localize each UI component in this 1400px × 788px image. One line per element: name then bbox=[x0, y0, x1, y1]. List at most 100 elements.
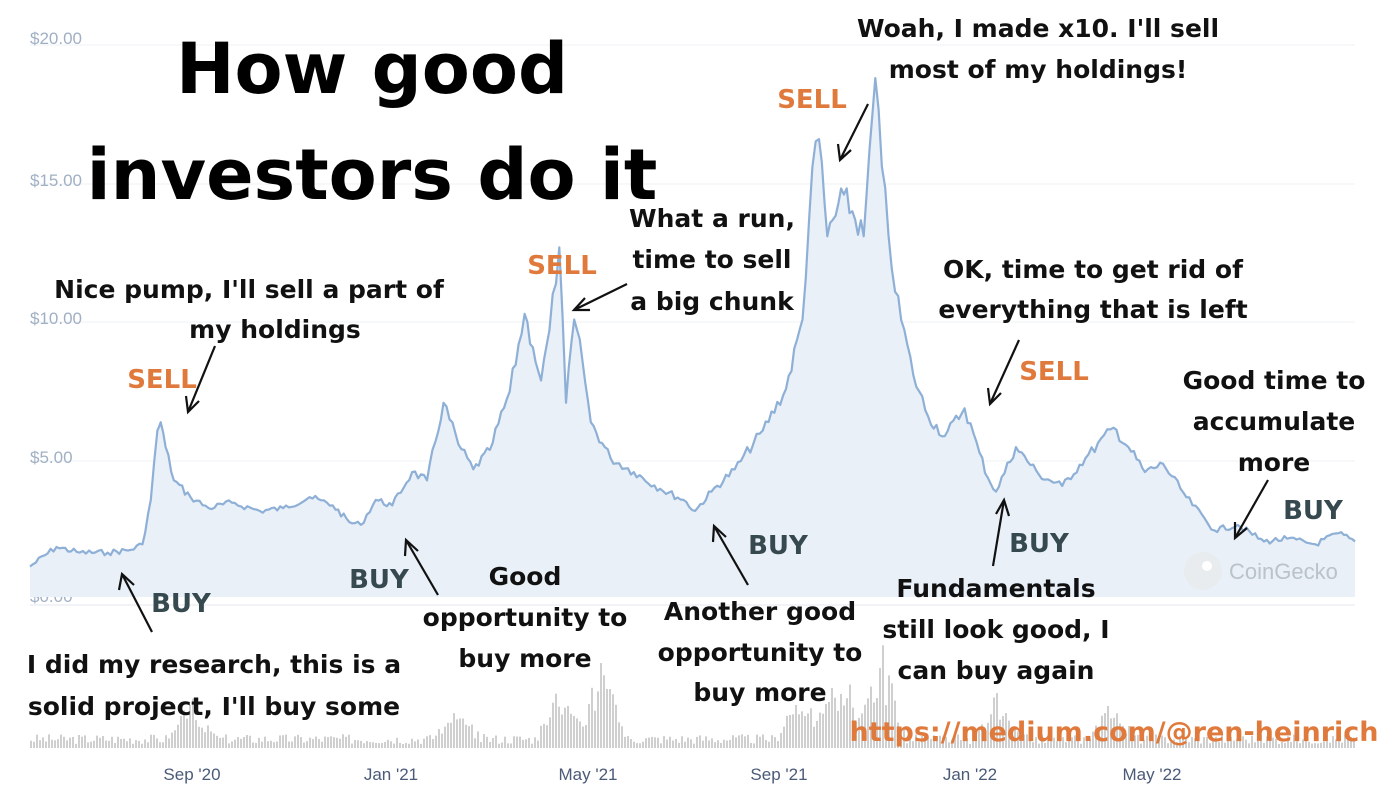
volume-bar bbox=[1320, 742, 1322, 748]
volume-bar bbox=[588, 704, 590, 748]
volume-bar bbox=[1239, 741, 1241, 748]
volume-bar bbox=[240, 738, 242, 748]
volume-bar bbox=[855, 721, 857, 748]
arrow bbox=[403, 537, 439, 596]
volume-bar bbox=[378, 743, 380, 748]
volume-bar bbox=[744, 736, 746, 748]
volume-bar bbox=[342, 734, 344, 748]
volume-bar bbox=[1038, 743, 1040, 748]
volume-bar bbox=[1059, 735, 1061, 748]
volume-bar bbox=[993, 697, 995, 748]
volume-bar bbox=[573, 715, 575, 748]
volume-bar bbox=[729, 739, 731, 748]
volume-bar bbox=[279, 735, 281, 748]
volume-bar bbox=[174, 730, 176, 748]
volume-bar bbox=[594, 710, 596, 748]
volume-bar bbox=[471, 724, 473, 748]
volume-bar bbox=[831, 687, 833, 748]
volume-bar bbox=[1353, 737, 1355, 748]
arrows bbox=[117, 103, 1269, 633]
volume-bar bbox=[219, 738, 221, 748]
volume-bar bbox=[1119, 723, 1121, 748]
volume-bar bbox=[1194, 738, 1196, 748]
volume-bar bbox=[231, 741, 233, 748]
volume-bar bbox=[288, 741, 290, 748]
volume-bar bbox=[480, 742, 482, 748]
volume-bar bbox=[1017, 731, 1019, 748]
volume-bar bbox=[1074, 735, 1076, 748]
volume-bar bbox=[606, 689, 608, 748]
volume-bar bbox=[1071, 737, 1073, 748]
volume-bar bbox=[1218, 741, 1220, 748]
volume-bar bbox=[816, 720, 818, 748]
volume-bar bbox=[1185, 738, 1187, 748]
volume-bar bbox=[153, 734, 155, 748]
volume-bar bbox=[483, 734, 485, 748]
volume-bar bbox=[951, 739, 953, 748]
coingecko-watermark: CoinGecko bbox=[1184, 552, 1338, 590]
volume-bar bbox=[33, 741, 35, 748]
volume-bar bbox=[1011, 730, 1013, 748]
volume-bar bbox=[1284, 742, 1286, 748]
volume-bar bbox=[687, 737, 689, 748]
sell-label: SELL bbox=[777, 85, 847, 115]
note-line: can buy again bbox=[898, 656, 1095, 685]
note-line: I did my research, this is a bbox=[27, 650, 401, 679]
volume-bar bbox=[1335, 739, 1337, 748]
volume-bar bbox=[60, 734, 62, 748]
note-fundamentals: Fundamentals still look good, I can buy … bbox=[882, 574, 1109, 685]
volume-bar bbox=[477, 731, 479, 748]
note-research: I did my research, this is a solid proje… bbox=[27, 650, 401, 721]
volume-bar bbox=[1149, 734, 1151, 748]
volume-bar bbox=[336, 737, 338, 748]
volume-bar bbox=[768, 741, 770, 748]
volume-bar bbox=[555, 693, 557, 748]
volume-bar bbox=[1188, 742, 1190, 748]
volume-bar bbox=[915, 734, 917, 748]
volume-bar bbox=[1350, 737, 1352, 748]
volume-bar bbox=[429, 735, 431, 748]
volume-bar bbox=[123, 738, 125, 748]
volume-bar bbox=[1131, 736, 1133, 748]
volume-bar bbox=[144, 739, 146, 748]
price-line bbox=[29, 77, 1356, 568]
volume-bar bbox=[1026, 734, 1028, 748]
volume-bar bbox=[171, 732, 173, 748]
xtick-label: Sep '20 bbox=[163, 765, 220, 784]
volume-bar bbox=[264, 736, 266, 748]
volume-bar bbox=[714, 742, 716, 748]
volume-bar bbox=[909, 737, 911, 748]
volume-bar bbox=[696, 736, 698, 748]
volume-bar bbox=[1182, 737, 1184, 748]
volume-bar bbox=[804, 716, 806, 748]
volume-bar bbox=[1341, 742, 1343, 748]
volume-bar bbox=[1326, 734, 1328, 748]
volume-bar bbox=[1287, 736, 1289, 748]
volume-bar bbox=[963, 735, 965, 748]
volume-bar bbox=[936, 736, 938, 748]
volume-bar bbox=[684, 741, 686, 748]
volume-bar bbox=[546, 725, 548, 748]
volume-bar bbox=[1020, 736, 1022, 748]
volume-bar bbox=[468, 726, 470, 748]
volume-bar bbox=[552, 702, 554, 748]
volume-bar bbox=[327, 737, 329, 748]
volume-bar bbox=[660, 743, 662, 748]
volume-bar bbox=[777, 741, 779, 748]
volume-bar bbox=[1248, 743, 1250, 748]
volume-bar bbox=[1224, 742, 1226, 748]
volume-bar bbox=[69, 737, 71, 748]
note-accumulate: Good time to accumulate more bbox=[1183, 366, 1366, 477]
volume-bar bbox=[1260, 734, 1262, 748]
volume-bar bbox=[1275, 738, 1277, 748]
volume-bar bbox=[987, 722, 989, 748]
volume-bar bbox=[360, 740, 362, 748]
buy-label: BUY bbox=[151, 589, 212, 619]
volume-bar bbox=[186, 718, 188, 748]
volume-bar bbox=[243, 736, 245, 748]
volume-bar bbox=[486, 736, 488, 748]
volume-bar bbox=[513, 736, 515, 748]
volume-bar bbox=[957, 734, 959, 748]
volume-bar bbox=[210, 731, 212, 748]
volume-bar bbox=[459, 718, 461, 748]
